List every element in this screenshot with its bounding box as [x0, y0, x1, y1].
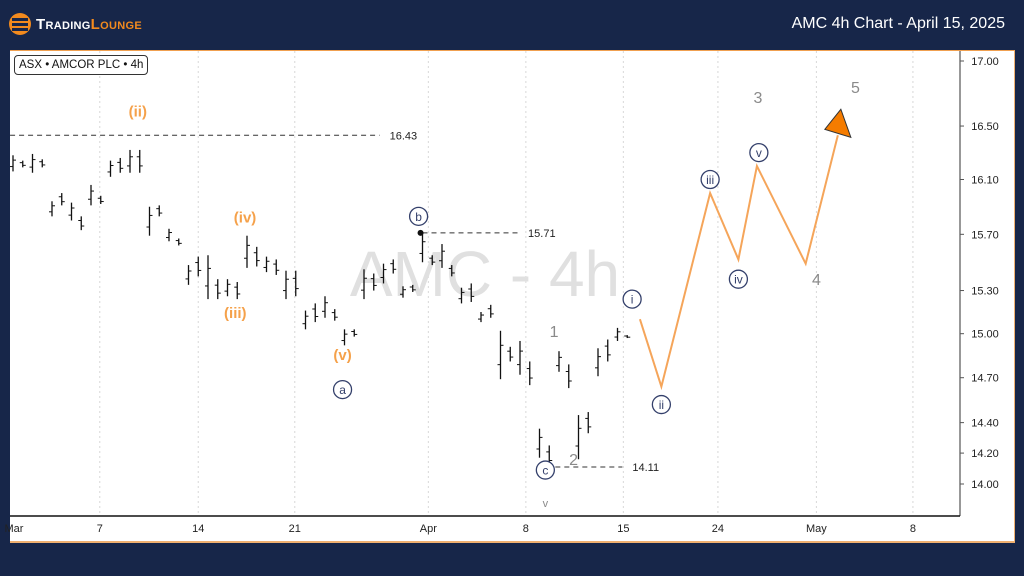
projection-path — [638, 135, 839, 391]
y-tick-label: 16.50 — [971, 121, 999, 133]
wave-label: i — [631, 293, 634, 307]
wave-label: 1 — [550, 324, 559, 341]
x-tick-label: 24 — [712, 523, 724, 535]
x-tick-label: May — [806, 523, 827, 535]
y-tick-label: 17.00 — [971, 56, 999, 68]
wave-label-circle — [651, 394, 672, 415]
wave-label: ii — [659, 398, 664, 412]
x-tick-label: Apr — [420, 523, 437, 535]
y-tick-label: 14.70 — [971, 373, 999, 385]
chart-title: AMC 4h Chart - April 15, 2025 — [791, 15, 1005, 32]
y-tick-label: 14.20 — [971, 448, 999, 460]
logo-icon — [9, 13, 31, 35]
x-tick-label: 14 — [192, 523, 204, 535]
wave-label: (iii) — [224, 305, 247, 322]
y-tick-label: 14.40 — [971, 418, 999, 430]
wave-label: 4 — [812, 272, 821, 289]
wave-label: 2 — [569, 452, 578, 469]
symbol-label: ASX • AMCOR PLC • 4h — [14, 55, 149, 75]
y-tick-label: 14.00 — [971, 479, 999, 491]
wave-label: 5 — [851, 80, 860, 97]
y-tick-label: 15.30 — [971, 286, 999, 298]
price-level-label: 15.71 — [528, 228, 556, 240]
x-tick-label: 15 — [617, 523, 629, 535]
wave-label: c — [542, 464, 548, 478]
target-arrow-icon — [824, 108, 852, 139]
logo-text: TradingLounge — [36, 15, 142, 33]
x-tick-label: 8 — [523, 523, 529, 535]
x-tick-label: 8 — [910, 523, 916, 535]
wave-label: v — [756, 146, 762, 160]
wave-label: a — [339, 383, 346, 397]
y-tick-label: 15.70 — [971, 229, 999, 241]
price-level-label: 16.43 — [390, 130, 418, 142]
wave-label-circle — [749, 142, 769, 163]
wave-label: b — [415, 210, 422, 224]
watermark: AMC - 4h — [350, 238, 620, 310]
wave-label: (iv) — [234, 209, 257, 226]
wave-label: iv — [734, 273, 743, 287]
wave-label: 3 — [753, 90, 762, 107]
x-tick-label: 21 — [289, 523, 301, 535]
wave-label-circle — [332, 379, 353, 400]
wave-label: iii — [706, 173, 714, 187]
wave-label-circle — [622, 289, 642, 309]
wave-label: (v) — [333, 347, 351, 364]
wave-label-circle — [535, 460, 555, 480]
wave-label-circle — [728, 269, 749, 289]
tradinglounge-logo: TradingLounge — [9, 13, 142, 35]
wave-label-circle — [408, 206, 429, 227]
y-tick-label: 15.00 — [971, 329, 999, 341]
wave-label: v — [543, 498, 549, 510]
wave-label: (ii) — [129, 103, 147, 120]
price-level-label: 14.11 — [632, 462, 659, 474]
wave-label-circle — [700, 169, 720, 190]
x-tick-label: Mar — [5, 523, 24, 535]
x-tick-label: 7 — [97, 523, 103, 535]
y-tick-label: 16.10 — [971, 175, 999, 187]
